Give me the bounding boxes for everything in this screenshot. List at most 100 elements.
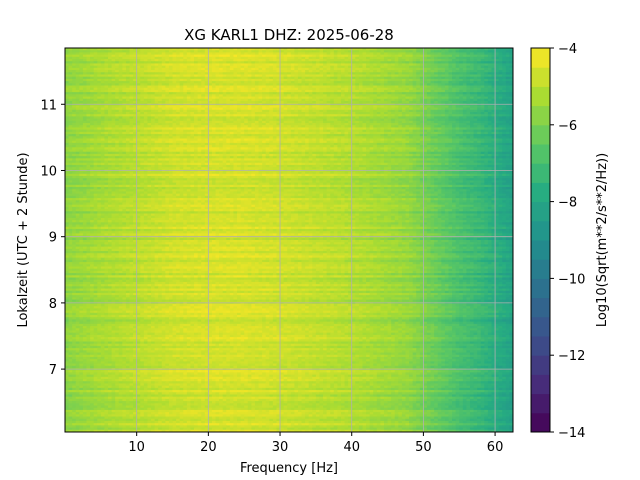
heatmap-cell — [398, 105, 403, 109]
heatmap-cell — [434, 94, 439, 98]
heatmap-cell — [151, 50, 156, 53]
heatmap-cell — [194, 59, 199, 62]
heatmap-cell — [355, 59, 360, 62]
heatmap-cell — [229, 50, 234, 53]
heatmap-cell — [222, 67, 227, 71]
heatmap-cell — [362, 54, 367, 58]
heatmap-cell — [455, 76, 460, 80]
heatmap-cell — [172, 74, 177, 78]
heatmap-cell — [240, 72, 245, 75]
heatmap-cell — [158, 56, 163, 60]
heatmap-cell — [358, 48, 363, 51]
heatmap-cell — [426, 72, 432, 75]
heatmap-cell — [505, 100, 510, 104]
heatmap-cell — [125, 83, 131, 87]
heatmap-cell — [118, 52, 123, 56]
heatmap-cell — [305, 81, 310, 84]
heatmap-cell — [348, 92, 353, 95]
heatmap-cell — [452, 83, 457, 87]
heatmap-cell — [194, 65, 199, 69]
heatmap-cell — [455, 50, 460, 53]
heatmap-cell — [462, 70, 467, 73]
heatmap-cell — [176, 83, 181, 87]
heatmap-cell — [484, 70, 489, 73]
heatmap-cell — [362, 96, 367, 100]
heatmap-cell — [197, 67, 202, 71]
heatmap-cell — [416, 78, 421, 82]
heatmap-cell — [455, 81, 460, 84]
heatmap-cell — [473, 76, 478, 80]
heatmap-cell — [473, 67, 478, 71]
heatmap-cell — [315, 76, 320, 80]
heatmap-cell — [362, 63, 367, 67]
heatmap-cell — [154, 54, 159, 58]
heatmap-cell — [333, 87, 338, 91]
heatmap-cell — [82, 81, 87, 84]
heatmap-cell — [197, 50, 202, 53]
heatmap-cell — [351, 92, 356, 95]
heatmap-cell — [401, 81, 406, 84]
heatmap-cell — [509, 61, 514, 64]
heatmap-cell — [208, 87, 213, 91]
heatmap-cell — [444, 52, 449, 56]
heatmap-cell — [391, 100, 396, 104]
heatmap-cell — [495, 87, 500, 91]
heatmap-cell — [122, 85, 127, 89]
heatmap-cell — [226, 56, 231, 60]
heatmap-cell — [86, 81, 91, 84]
heatmap-cell — [265, 98, 270, 102]
heatmap-cell — [344, 65, 349, 69]
heatmap-cell — [495, 56, 500, 60]
heatmap-cell — [344, 92, 349, 95]
heatmap-cell — [405, 52, 410, 56]
heatmap-cell — [294, 56, 299, 60]
heatmap-cell — [68, 59, 73, 62]
heatmap-cell — [240, 96, 245, 100]
heatmap-cell — [373, 87, 378, 91]
heatmap-cell — [68, 78, 73, 82]
heatmap-cell — [358, 92, 363, 95]
heatmap-cell — [308, 70, 313, 73]
heatmap-cell — [502, 72, 507, 75]
heatmap-cell — [208, 56, 213, 60]
heatmap-cell — [287, 52, 292, 56]
heatmap-cell — [444, 85, 449, 89]
heatmap-cell — [68, 56, 73, 60]
heatmap-cell — [491, 98, 496, 102]
heatmap-cell — [498, 74, 503, 78]
heatmap-cell — [186, 72, 191, 75]
heatmap-cell — [448, 63, 453, 67]
heatmap-cell — [419, 100, 424, 104]
heatmap-cell — [452, 61, 457, 64]
heatmap-cell — [351, 67, 356, 71]
heatmap-cell — [315, 56, 320, 60]
heatmap-cell — [229, 100, 234, 104]
heatmap-cell — [473, 74, 478, 78]
heatmap-cell — [387, 72, 392, 75]
heatmap-cell — [93, 100, 98, 104]
heatmap-cell — [79, 48, 84, 51]
heatmap-cell — [437, 92, 442, 95]
heatmap-cell — [369, 72, 374, 75]
heatmap-cell — [104, 76, 109, 80]
heatmap-cell — [301, 94, 306, 98]
heatmap-cell — [383, 76, 389, 80]
heatmap-cell — [287, 63, 292, 67]
heatmap-cell — [315, 61, 320, 64]
heatmap-cell — [75, 54, 80, 58]
heatmap-cell — [258, 54, 263, 58]
heatmap-cell — [448, 67, 453, 71]
heatmap-cell — [344, 63, 349, 67]
heatmap-cell — [197, 87, 202, 91]
heatmap-cell — [165, 81, 170, 84]
heatmap-cell — [244, 78, 249, 82]
heatmap-cell — [323, 67, 328, 71]
heatmap-cell — [358, 74, 363, 78]
heatmap-cell — [287, 98, 292, 102]
heatmap-cell — [215, 74, 220, 78]
heatmap-cell — [168, 70, 174, 73]
heatmap-cell — [287, 89, 292, 93]
heatmap-cell — [229, 67, 234, 71]
heatmap-cell — [125, 72, 131, 75]
heatmap-cell — [412, 105, 417, 109]
